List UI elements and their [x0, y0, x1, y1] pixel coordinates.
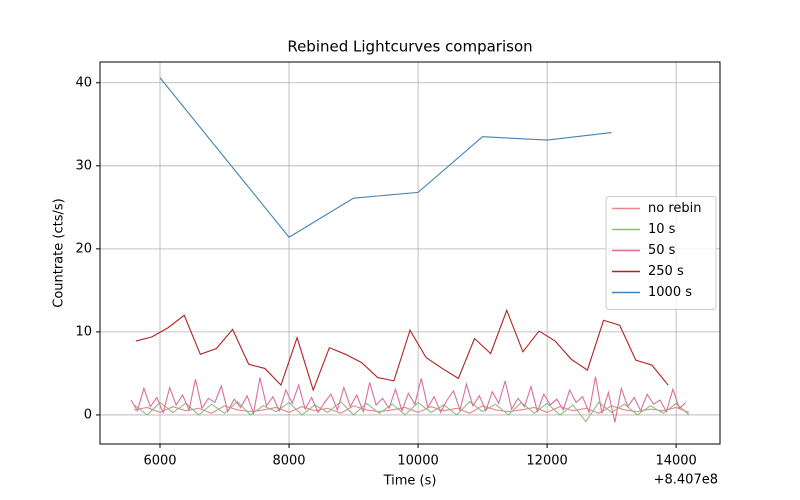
legend-label: 10 s	[648, 222, 676, 237]
y-tick-label: 0	[84, 407, 92, 422]
series-line	[159, 77, 612, 238]
legend-box	[605, 196, 717, 310]
chart-title: Rebined Lightcurves comparison	[287, 38, 532, 56]
y-tick-label: 40	[75, 75, 92, 90]
x-tick-label: 8000	[272, 454, 305, 469]
x-offset-label: +8.407e8	[654, 473, 718, 488]
y-tick-label: 30	[75, 158, 92, 173]
y-tick-label: 10	[75, 324, 92, 339]
series-line	[133, 400, 690, 423]
series-line	[135, 308, 669, 392]
x-tick-label: 10000	[397, 454, 438, 469]
x-axis-label: Time (s)	[383, 474, 437, 489]
legend-label: 50 s	[648, 243, 676, 258]
series-line	[134, 405, 690, 414]
x-tick-label: 12000	[526, 454, 567, 469]
legend-label: 1000 s	[648, 285, 692, 300]
y-tick-label: 20	[75, 241, 92, 256]
legend-label: 250 s	[648, 264, 684, 279]
y-axis-label: Countrate (cts/s)	[52, 198, 67, 307]
legend-label: no rebin	[648, 201, 702, 216]
series-line	[130, 376, 687, 423]
x-tick-label: 6000	[143, 454, 176, 469]
legend: no rebin 10 s 50 s 250 s 1000 s	[605, 196, 717, 310]
plot-frame	[99, 61, 721, 445]
x-tick-label: 14000	[655, 454, 696, 469]
